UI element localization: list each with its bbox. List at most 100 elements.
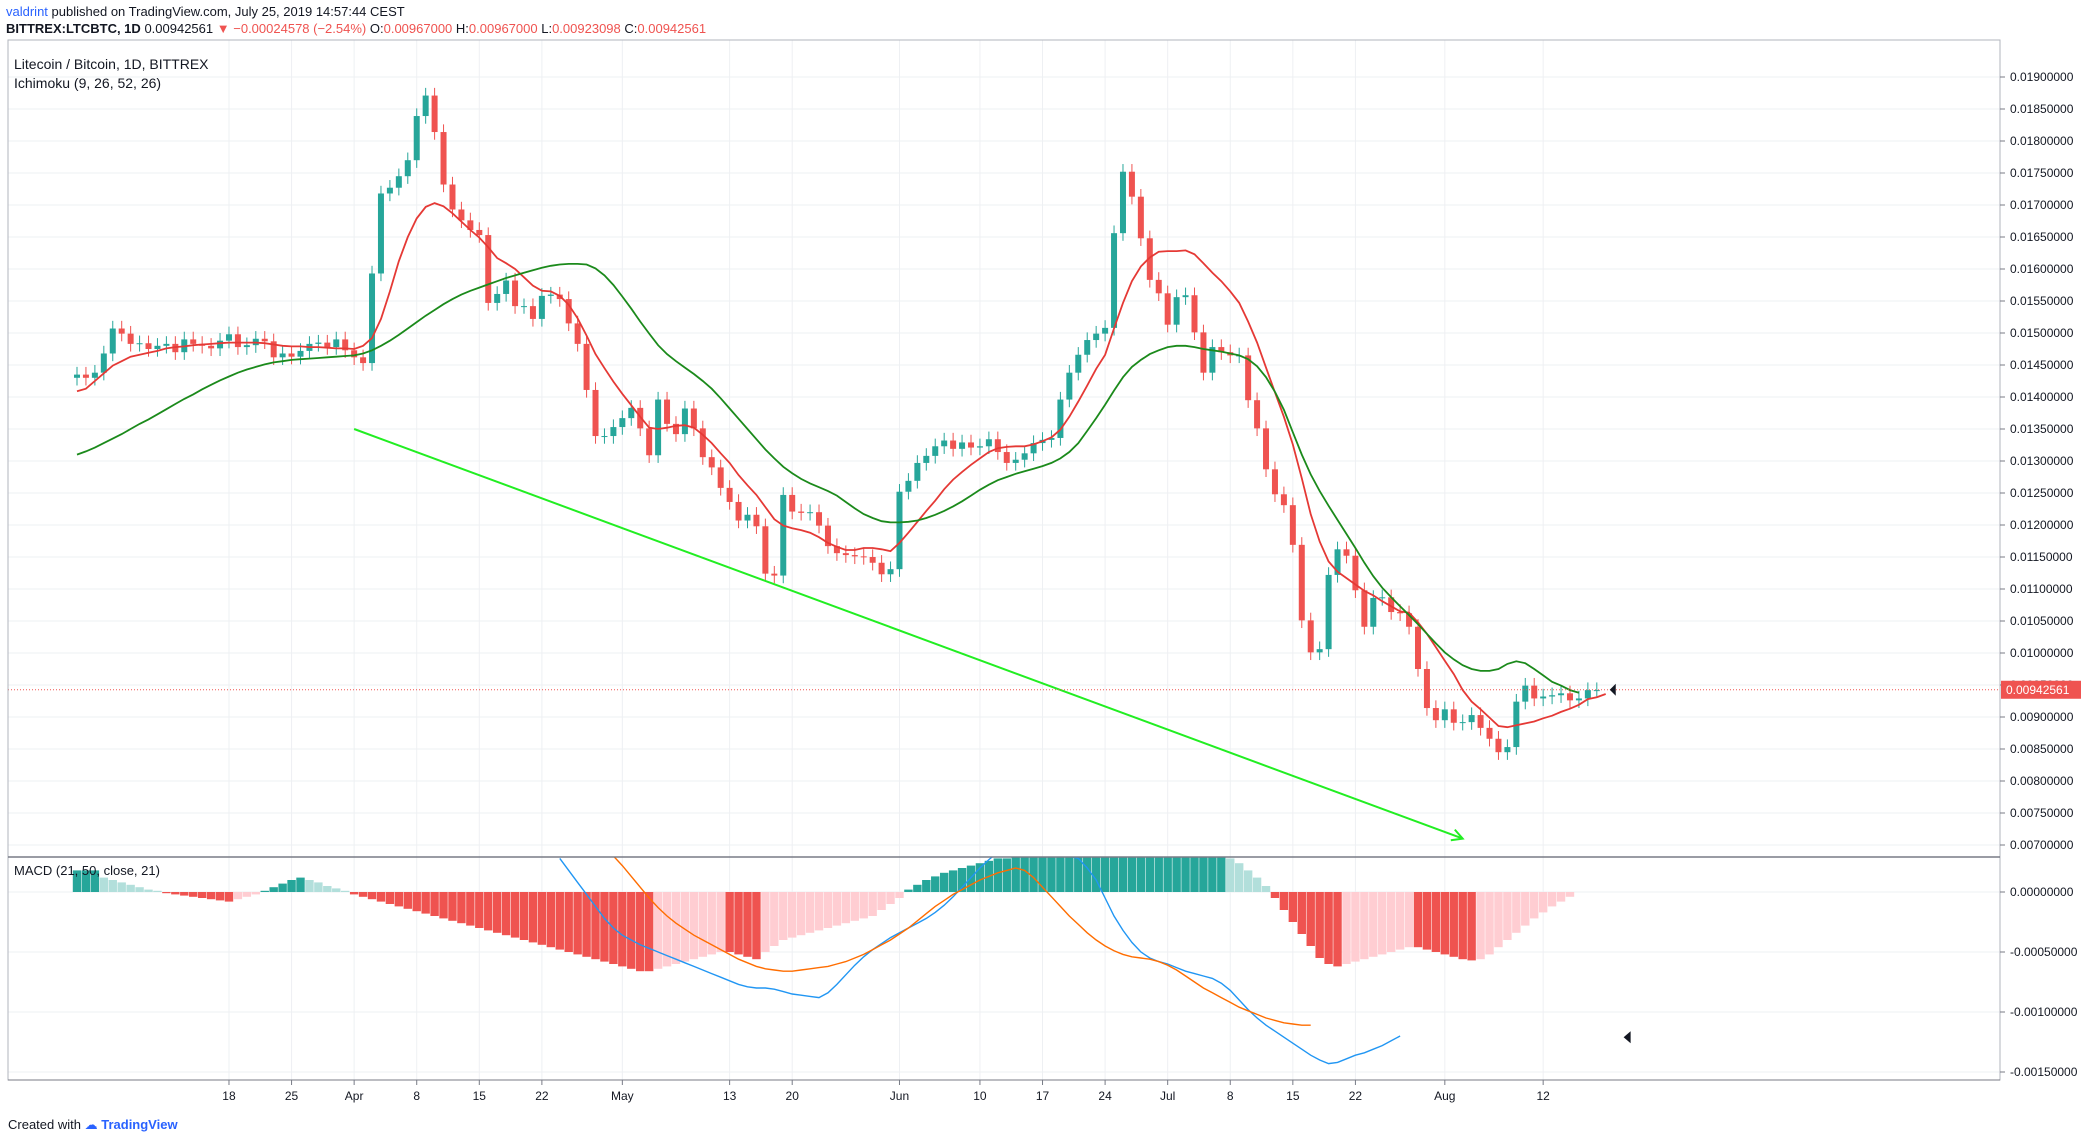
candle [342,331,349,358]
macd-bar [1118,857,1128,892]
candle [583,336,590,398]
y-tick-label: 0.00800000 [2010,774,2074,788]
macd-bar [1065,857,1074,892]
candle [842,545,849,563]
macd-bar [1333,892,1342,967]
candle [1173,289,1180,333]
candle-body [1388,597,1395,613]
candle-body [1584,690,1591,699]
macd-bar [1315,892,1324,958]
candle [225,326,232,349]
candle-body [708,457,715,468]
candle [1182,287,1189,305]
y-tick-label: 0.01700000 [2010,198,2074,212]
candle [476,222,483,243]
macd-bar [1422,892,1432,950]
close-value: 0.00942561 [637,21,707,36]
candle-body [1280,494,1287,506]
candle-body [431,95,438,133]
candle [985,431,992,454]
candle-body [1003,452,1010,463]
candle [1057,391,1064,446]
macd-bar [1163,857,1172,892]
candle [386,180,393,202]
candle-body [1271,469,1278,495]
last-price: 0.00942561 [144,21,214,36]
candle-body [324,342,331,348]
candle-body [744,514,751,521]
candle-body [816,512,823,526]
candle-body [1200,332,1207,373]
candle-body [985,439,992,447]
candle-body [467,220,474,230]
trend-line [353,428,1464,840]
candle-body [1343,549,1350,556]
macd-bar [1306,892,1315,946]
macd-bar [627,892,636,969]
macd-bar [251,892,260,895]
y-tick-label: 0.01100000 [2010,582,2073,596]
candle-body [449,184,456,210]
candle [1486,720,1493,747]
candle-body [1155,279,1162,294]
candle-body [1128,171,1135,197]
candle-body [565,299,572,324]
macd-bar [242,892,252,897]
candle-body [1218,347,1225,353]
macd-bar [323,886,332,892]
low-value: 0.00923098 [552,21,621,36]
candle [1093,325,1100,348]
candle-body [1093,333,1100,341]
candle [798,503,805,521]
candle [816,504,823,534]
x-tick-label: 15 [1286,1089,1300,1103]
macd-bar [850,892,859,921]
candle [833,538,840,561]
macd-bar [1530,892,1539,919]
candle [1441,701,1448,728]
candle [887,561,894,582]
candle-body [154,345,161,349]
candle-body [1254,400,1261,429]
candle-body [547,294,554,296]
candle-body [118,328,125,334]
low-label: L: [541,21,553,36]
macd-bar [770,892,779,946]
macd-bar [1476,892,1485,960]
author-name[interactable]: valdrint [6,4,48,19]
candle-body [1102,327,1109,334]
candle-body [1495,738,1502,753]
macd-bar [1395,892,1405,950]
macd-bar [931,876,940,892]
candle-body [798,511,805,513]
candle-body [351,350,358,358]
macd-bar [814,892,824,931]
candle [1254,392,1261,437]
macd-bar [385,892,395,904]
x-tick-label: 10 [973,1089,987,1103]
candle [1504,739,1511,760]
macd-bar [1091,857,1101,892]
candle-body [172,343,179,353]
macd-bar [457,892,466,924]
footer-brand[interactable]: TradingView [101,1117,178,1132]
candle-body [1513,701,1520,748]
candle [717,459,724,496]
macd-bar [528,892,538,943]
macd-y-tick-label: -0.00100000 [2010,1005,2078,1019]
candle-body [413,116,420,161]
macd-bar [171,892,180,895]
candle-body [1361,590,1368,627]
macd-bar [689,892,699,960]
candle [547,286,554,304]
macd-bar [1503,892,1512,940]
candle-body [1334,549,1341,575]
x-tick-label: 25 [285,1089,299,1103]
candle [100,345,107,381]
candle [994,431,1001,460]
candle [1030,435,1037,461]
candle [1200,324,1207,381]
macd-bar [707,892,716,955]
x-tick-label: Jun [890,1089,909,1103]
